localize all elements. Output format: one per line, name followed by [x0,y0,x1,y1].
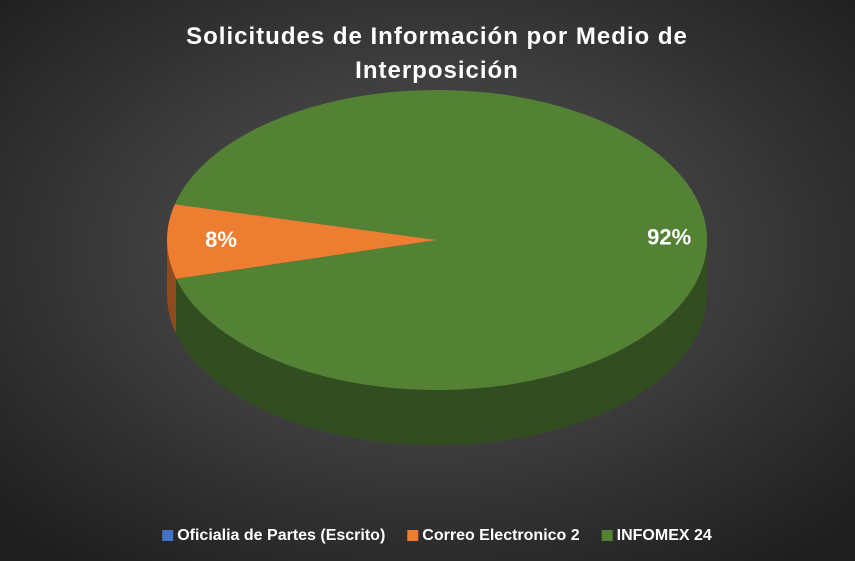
legend-swatch [407,530,419,541]
slice [174,89,707,390]
pie: 8% 92% [167,89,708,446]
legend: Oficialia de Partes (Escrito) Correo Elec… [162,527,712,544]
legend-swatch [162,530,174,541]
legend-label: INFOMEX 24 [617,527,712,544]
legend-label: Correo Electronico 2 [422,527,579,544]
data-label: 92% [647,224,691,249]
legend-label: Oficialia de Partes (Escrito) [177,527,385,544]
slice-side [176,240,708,446]
slice-side [167,240,177,334]
legend-swatch [601,530,613,541]
chart-title: Solicitudes de Información por Medio de I… [186,23,688,84]
data-label: 8% [205,227,237,252]
slice [167,204,438,279]
